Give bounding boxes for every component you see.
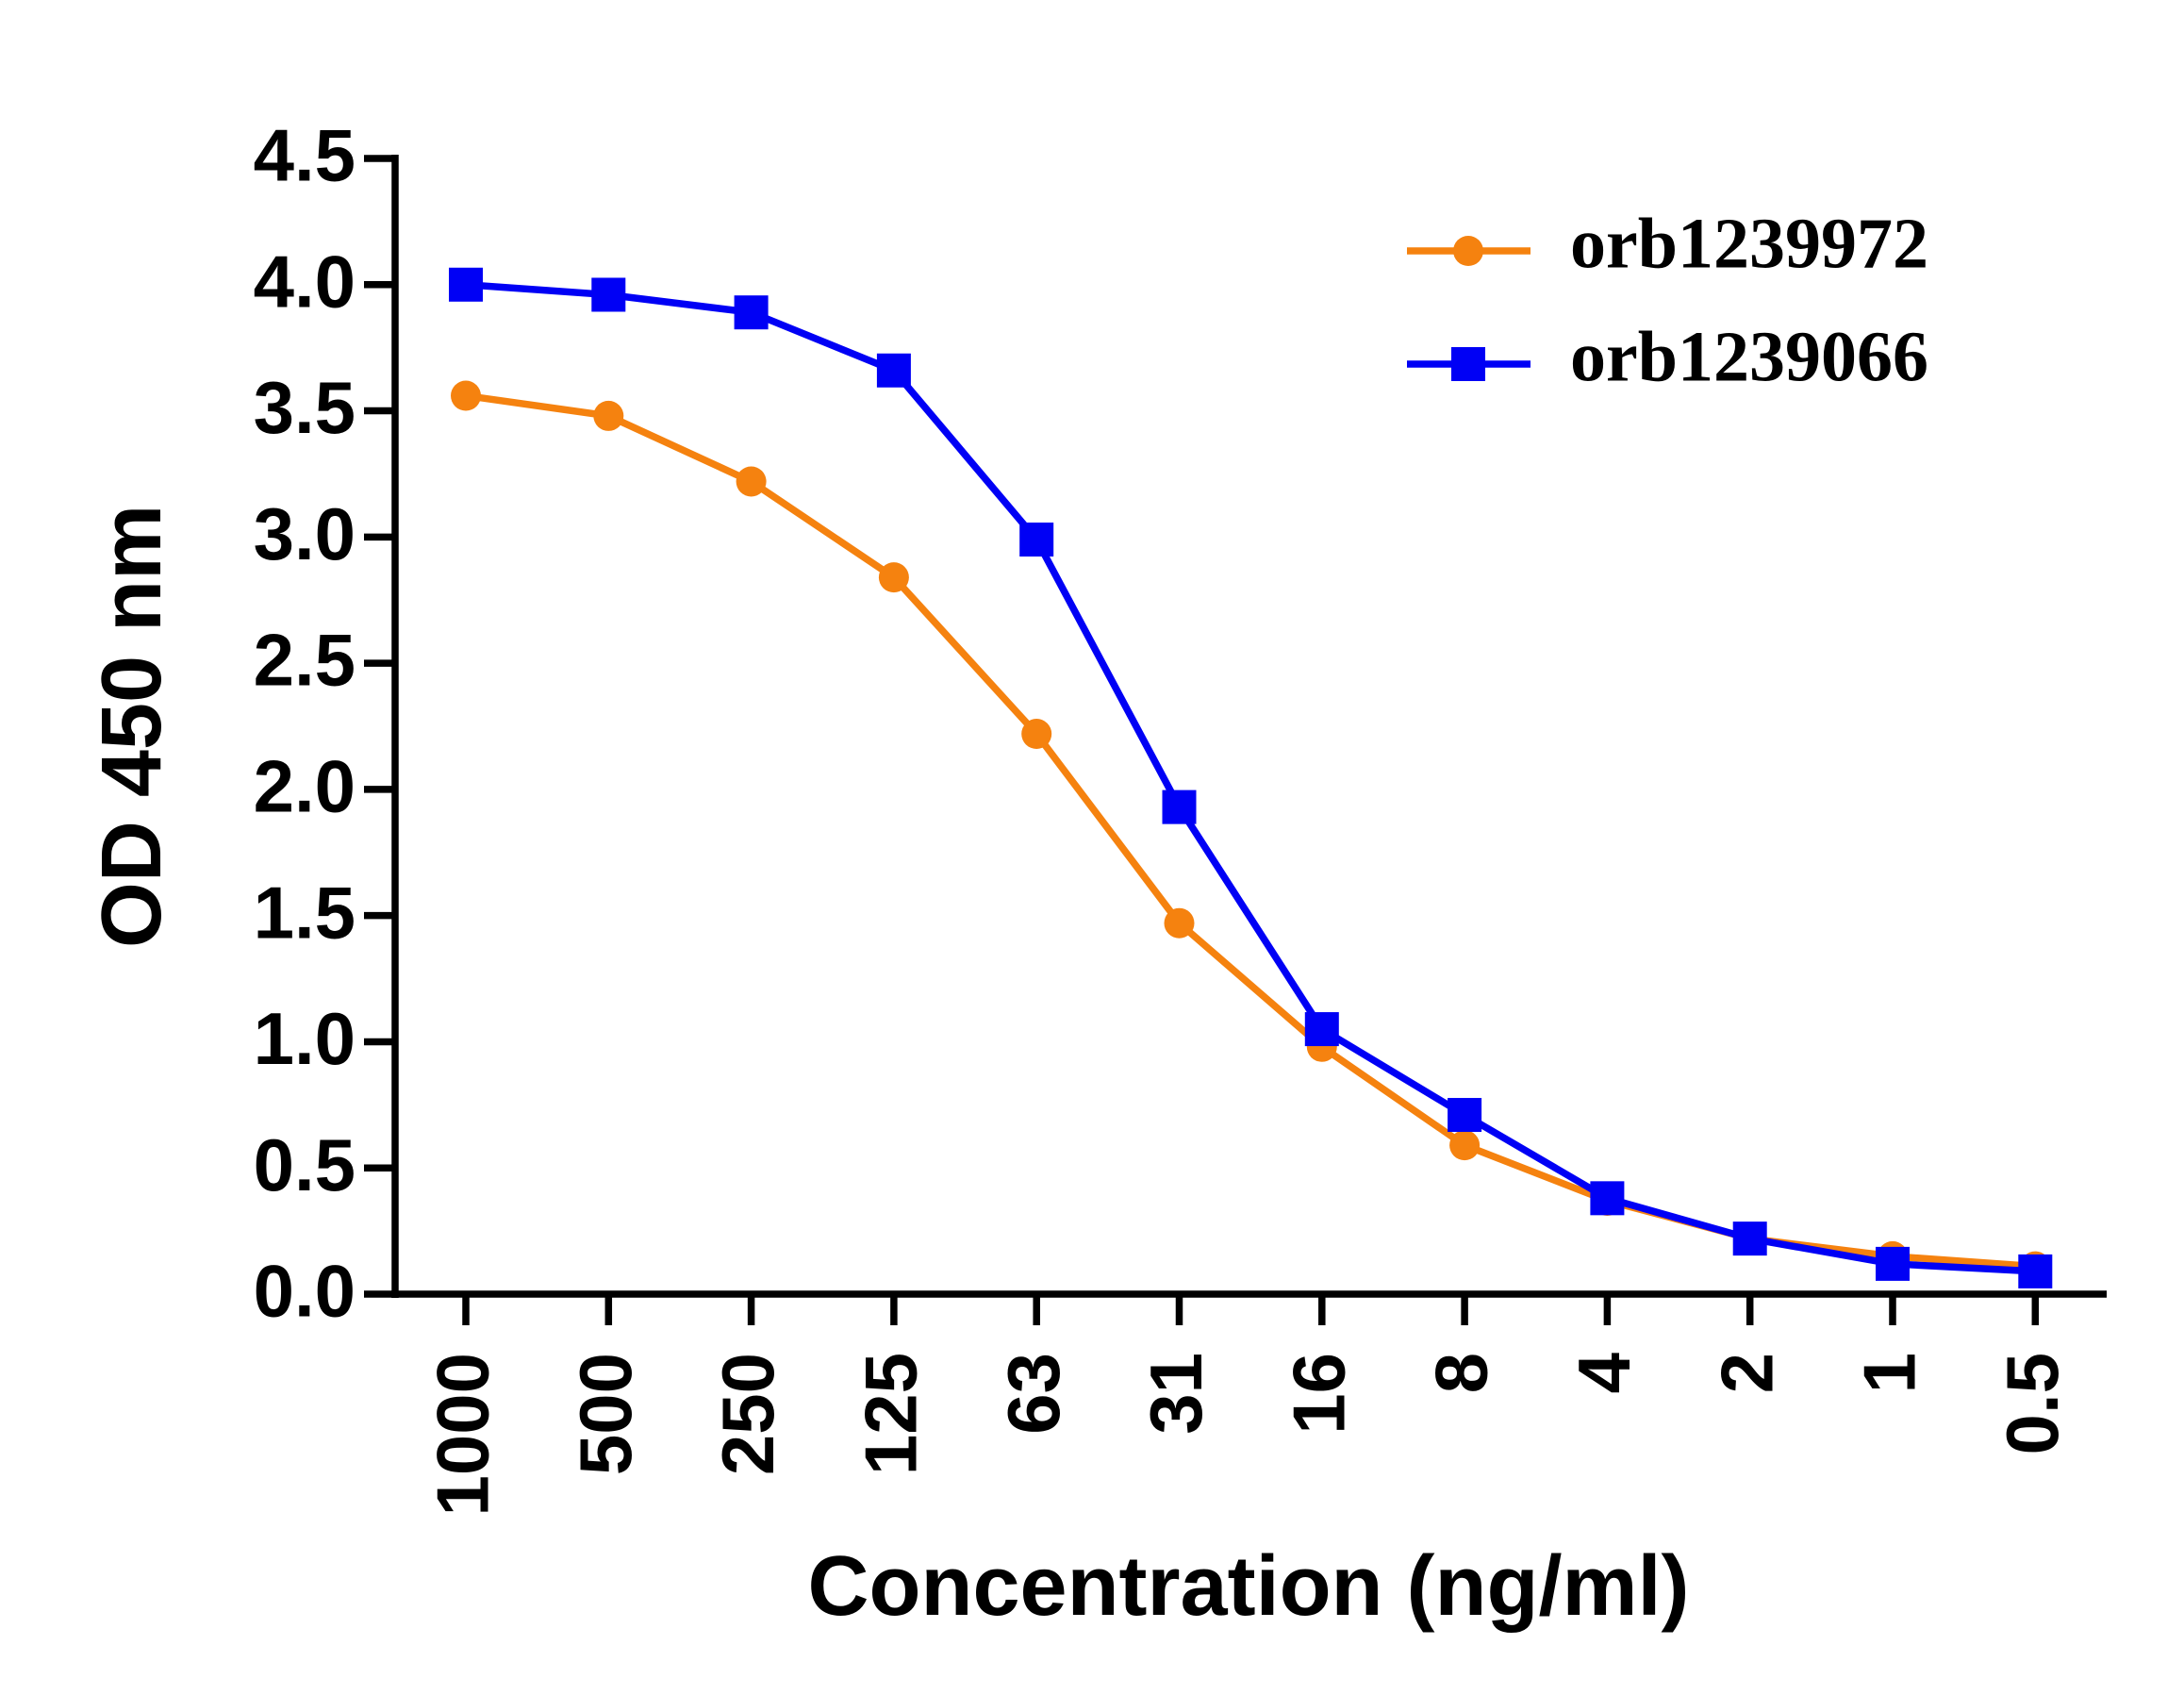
data-point [1021, 719, 1052, 750]
y-tick-label: 4.5 [254, 114, 356, 197]
data-point [1019, 523, 1054, 557]
data-point [1162, 789, 1197, 824]
series-line [465, 391, 2036, 1271]
data-point [1732, 1221, 1767, 1256]
x-tick-label: 4 [1563, 1353, 1646, 1393]
data-point [734, 295, 769, 330]
x-tick-label: 2 [1705, 1353, 1788, 1393]
x-tick-label: 1000 [422, 1353, 505, 1517]
legend-marker [1453, 236, 1483, 266]
x-tick-label: 31 [1134, 1353, 1217, 1435]
y-tick-label: 0.5 [254, 1123, 356, 1206]
y-tick-label: 2.0 [254, 744, 356, 827]
data-point [591, 277, 626, 312]
y-tick-label: 3.5 [254, 366, 356, 449]
legend-marker [1451, 347, 1485, 381]
data-point [736, 466, 767, 497]
x-tick-label: 125 [850, 1353, 933, 1475]
x-tick-label: 63 [992, 1353, 1075, 1435]
data-point [1590, 1181, 1625, 1216]
y-tick-label: 3.0 [254, 492, 356, 575]
legend-label: orb1239972 [1570, 204, 1928, 283]
x-tick-label: 16 [1277, 1353, 1360, 1435]
x-tick-label: 1 [1848, 1353, 1931, 1393]
data-point [878, 562, 909, 593]
y-tick-label: 1.0 [254, 997, 356, 1080]
series-line [465, 281, 2036, 1275]
data-point [876, 353, 911, 388]
y-axis-title: OD 450 nm [85, 505, 179, 948]
x-axis-title: Concentration (ng/ml) [808, 1539, 1690, 1634]
x-tick-label: 250 [706, 1353, 789, 1475]
y-tick-label: 0.0 [254, 1250, 356, 1333]
y-tick-label: 4.0 [254, 240, 356, 323]
data-point [1448, 1098, 1482, 1133]
x-tick-label: 0.5 [1991, 1353, 2074, 1454]
data-point [1449, 1130, 1481, 1161]
data-point [2018, 1254, 2053, 1288]
data-point [1164, 907, 1195, 939]
x-tick-label: 8 [1420, 1353, 1503, 1393]
legend-label: orb1239066 [1570, 317, 1928, 396]
y-tick-label: 1.5 [254, 871, 356, 954]
data-point [451, 380, 481, 411]
data-point [1304, 1012, 1339, 1047]
y-tick-label: 2.5 [254, 619, 356, 702]
data-point [1876, 1246, 1910, 1281]
x-tick-label: 500 [564, 1353, 647, 1475]
data-point [449, 267, 483, 302]
data-point [593, 400, 624, 431]
